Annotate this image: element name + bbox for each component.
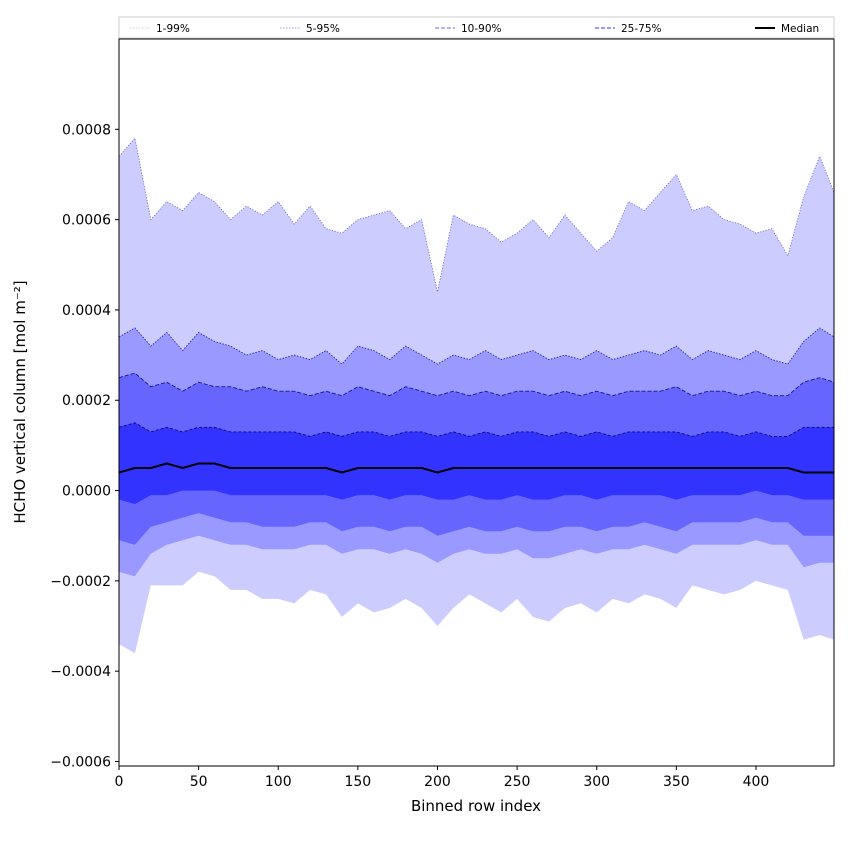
y-tick-label: 0.0006 xyxy=(62,213,111,229)
legend: 1-99% 5-95% 10-90% 25-75% Median xyxy=(118,16,835,39)
median-layer xyxy=(119,462,834,474)
x-tick-label: 300 xyxy=(583,774,610,790)
band-upper-edge-1-99% xyxy=(119,137,834,292)
y-tick-label: 0.0004 xyxy=(62,303,111,319)
y-tick-label: −0.0002 xyxy=(50,574,111,590)
x-tick-label: 350 xyxy=(663,774,690,790)
x-tick-label: 250 xyxy=(504,774,531,790)
plot-frame xyxy=(118,38,835,767)
percentile-bands xyxy=(119,138,834,654)
legend-box xyxy=(118,16,835,39)
x-axis-label: Binned row index xyxy=(411,797,541,815)
legend-label: 1-99% xyxy=(156,23,190,35)
y-axis-label: HCHO vertical column [mol m⁻²] xyxy=(11,280,29,523)
legend-label: 10-90% xyxy=(461,23,502,35)
band-upper-edge-25-75% xyxy=(119,422,834,437)
x-tick-label: 100 xyxy=(265,774,292,790)
y-tick-label: 0.0008 xyxy=(62,122,111,138)
x-tick-label: 0 xyxy=(115,774,124,790)
legend-label: 25-75% xyxy=(621,23,662,35)
x-tick-label: 50 xyxy=(190,774,208,790)
x-tick-label: 150 xyxy=(344,774,371,790)
band-upper-edge-5-95% xyxy=(119,327,834,365)
x-tick-label: 400 xyxy=(743,774,770,790)
x-tick-label: 200 xyxy=(424,774,451,790)
band-upper-edge-10-90% xyxy=(119,372,834,397)
y-tick-label: 0.0000 xyxy=(62,484,111,500)
x-axis: 0 50 100 150 200 250 300 350 400 xyxy=(115,766,770,790)
legend-label: Median xyxy=(781,23,819,35)
band-edge-lines xyxy=(119,137,834,437)
band-25-75% xyxy=(119,422,834,505)
y-axis: −0.0006 −0.0004 −0.0002 0.0000 0.0002 0.0004 0… xyxy=(50,122,119,770)
y-tick-label: −0.0004 xyxy=(50,664,111,680)
legend-label: 5-95% xyxy=(306,23,340,35)
y-tick-label: 0.0002 xyxy=(62,393,111,409)
median-line xyxy=(119,462,834,474)
y-tick-label: −0.0006 xyxy=(50,754,111,770)
